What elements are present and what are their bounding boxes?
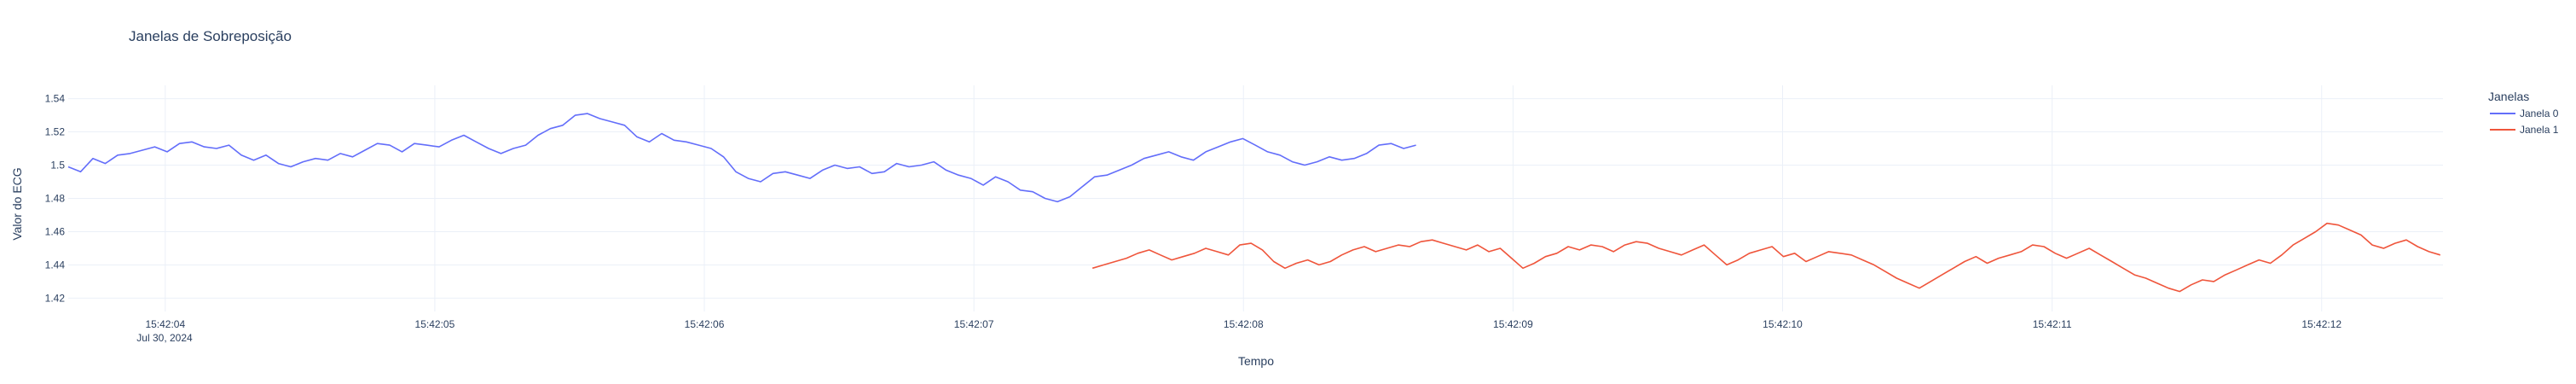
y-axis-ticks: 1.42 1.44 1.46 1.48 1.5 1.52 1.54	[45, 93, 66, 305]
x-gridlines	[165, 85, 2323, 311]
legend-label-janela-1: Janela 1	[2520, 124, 2559, 136]
y-tick-label: 1.52	[45, 126, 66, 138]
y-tick-label: 1.54	[45, 93, 66, 105]
x-tick-label: 15:42:11	[2033, 318, 2072, 330]
chart-title: Janelas de Sobreposição	[129, 28, 292, 44]
series-layer	[67, 113, 2441, 293]
y-axis-title: Valor do ECG	[10, 167, 24, 240]
y-tick-label: 1.46	[45, 225, 66, 237]
x-tick-label: 15:42:08	[1224, 318, 1264, 330]
x-tick-label: 15:42:06	[685, 318, 725, 330]
legend-item-janela-0[interactable]: Janela 0	[2490, 108, 2559, 119]
x-axis-ticks: 15:42:04 15:42:05 15:42:06 15:42:07 15:42:08…	[145, 318, 2342, 330]
legend-item-janela-1[interactable]: Janela 1	[2490, 124, 2559, 136]
x-tick-label: 15:42:04	[145, 318, 185, 330]
y-tick-label: 1.44	[45, 259, 66, 271]
series-line-janela-0[interactable]	[67, 113, 1416, 203]
y-gridlines	[68, 98, 2443, 299]
legend-title: Janelas	[2488, 90, 2529, 103]
legend-label-janela-0: Janela 0	[2520, 108, 2559, 119]
x-tick-label: 15:42:05	[415, 318, 455, 330]
series-line-janela-1[interactable]	[1091, 222, 2441, 293]
x-tick-label: 15:42:09	[1493, 318, 1533, 330]
y-tick-label: 1.48	[45, 193, 66, 205]
y-tick-label: 1.5	[50, 160, 65, 172]
legend: Janelas Janela 0 Janela 1	[2488, 90, 2559, 136]
y-tick-label: 1.42	[45, 292, 66, 304]
x-tick-label: 15:42:07	[954, 318, 994, 330]
x-tick-label: 15:42:10	[1763, 318, 1803, 330]
x-tick-date: Jul 30, 2024	[136, 332, 193, 344]
x-axis-title: Tempo	[1238, 354, 1274, 368]
x-tick-label: 15:42:12	[2301, 318, 2342, 330]
